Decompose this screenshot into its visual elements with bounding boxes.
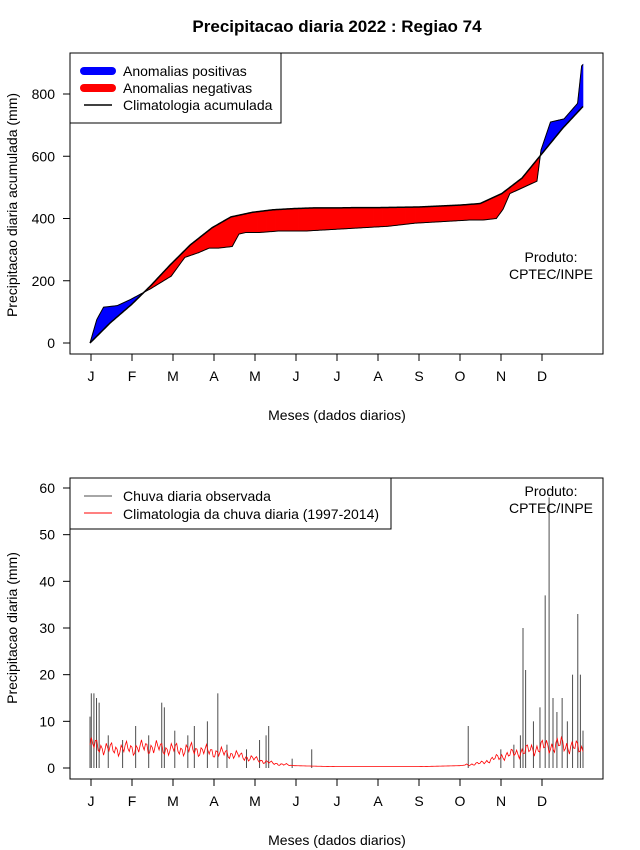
y-tick-label: 400 xyxy=(32,211,56,227)
month-label: M xyxy=(167,793,179,809)
climatology-daily-line xyxy=(89,735,584,767)
y-tick-label-2: 30 xyxy=(39,620,55,636)
month-label: S xyxy=(414,368,423,384)
legend-2: Chuva diaria observada Climatologia da c… xyxy=(69,477,392,530)
y-tick-label: 0 xyxy=(47,335,55,351)
x-axis-label-2: Meses (dados diarios) xyxy=(268,832,406,848)
legend-label-clim: Climatologia da chuva diaria (1997-2014) xyxy=(123,506,379,522)
month-label: M xyxy=(249,793,261,809)
legend-label-positive: Anomalias positivas xyxy=(123,63,247,79)
y-tick-label: 200 xyxy=(32,273,56,289)
month-label: J xyxy=(334,368,341,384)
product-source: CPTEC/INPE xyxy=(509,266,593,282)
legend: Anomalias positivas Anomalias negativas … xyxy=(69,52,282,124)
y-tick-label-2: 40 xyxy=(39,573,55,589)
product-label: Produto: xyxy=(525,249,578,265)
legend-box-2 xyxy=(69,477,392,530)
month-label: M xyxy=(167,368,179,384)
x-axis-label: Meses (dados diarios) xyxy=(268,407,406,423)
accumulated-precipitation-chart: 0 200 400 600 800 J F M A M J J A S O N D Precipitacao … xyxy=(4,52,604,423)
month-label: J xyxy=(334,793,341,809)
y-tick-label-2: 20 xyxy=(39,667,55,683)
y-tick-label-2: 50 xyxy=(39,527,55,543)
daily-bars xyxy=(89,497,584,768)
chart-title: Precipitacao diaria 2022 : Regiao 74 xyxy=(192,17,482,36)
observed-accumulation-line xyxy=(89,64,584,344)
month-label: M xyxy=(249,368,261,384)
month-label: D xyxy=(537,793,547,809)
month-label: J xyxy=(293,793,300,809)
month-label: N xyxy=(496,368,506,384)
positive-anomaly-segment xyxy=(581,63,584,109)
y-axis-2: 0 10 20 30 40 50 60 xyxy=(39,480,71,776)
month-label: F xyxy=(128,793,137,809)
y-tick-label-2: 60 xyxy=(39,480,55,496)
y-tick-label: 600 xyxy=(32,148,56,164)
legend-label-observed: Chuva diaria observada xyxy=(123,488,271,504)
legend-label-negative: Anomalias negativas xyxy=(123,80,252,96)
daily-precipitation-chart: 0 10 20 30 40 50 60 J F M A M J J A S O N D Precipitacao … xyxy=(4,477,604,848)
month-label: O xyxy=(455,368,466,384)
month-label: A xyxy=(209,368,219,384)
y-tick-label-2: 10 xyxy=(39,713,55,729)
month-label: N xyxy=(496,793,506,809)
month-label: S xyxy=(414,793,423,809)
y-tick-label-2: 0 xyxy=(47,760,55,776)
month-label: A xyxy=(373,793,383,809)
product-source-2: CPTEC/INPE xyxy=(509,500,593,516)
month-label: F xyxy=(128,368,137,384)
climatology-accumulation-line xyxy=(89,105,584,344)
accumulation-lines xyxy=(89,64,584,344)
y-axis-label-2: Precipitacao diaria (mm) xyxy=(4,552,20,704)
legend-label-climatology: Climatologia acumulada xyxy=(123,97,273,113)
y-tick-label: 800 xyxy=(32,86,56,102)
month-label: A xyxy=(209,793,219,809)
y-axis-label: Precipitacao diaria acumulada (mm) xyxy=(4,93,20,317)
month-label: J xyxy=(293,368,300,384)
month-label: J xyxy=(88,793,95,809)
month-label: J xyxy=(88,368,95,384)
product-label-2: Produto: xyxy=(525,483,578,499)
month-label: D xyxy=(537,368,547,384)
month-label: A xyxy=(373,368,383,384)
y-axis: 0 200 400 600 800 xyxy=(32,86,71,351)
month-label: O xyxy=(455,793,466,809)
climatology-line xyxy=(89,735,584,767)
